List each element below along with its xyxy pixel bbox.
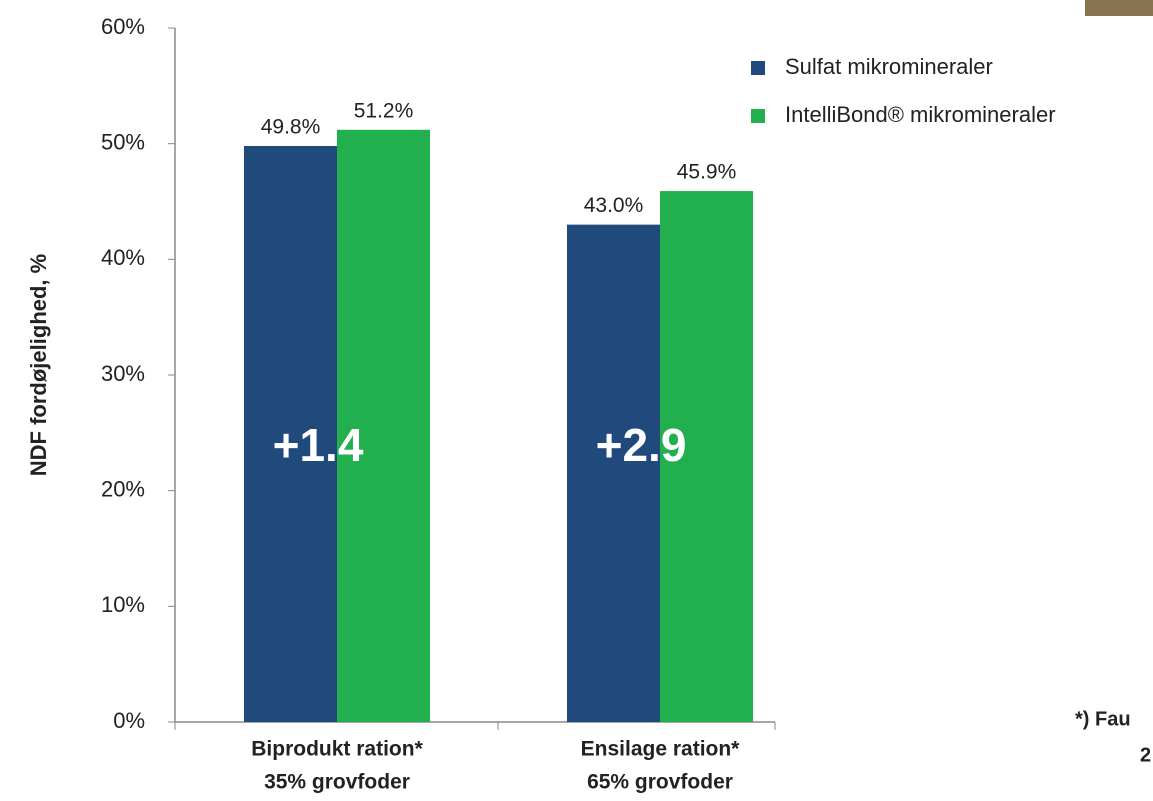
footnote: *) Fau bbox=[1075, 708, 1131, 730]
legend-label: IntelliBond® mikromineraler bbox=[785, 102, 1056, 127]
bar bbox=[567, 224, 660, 722]
x-tick-label: 65% grovfoder bbox=[587, 771, 733, 794]
legend-label: Sulfat mikromineraler bbox=[785, 54, 993, 79]
y-tick-label: 40% bbox=[101, 245, 145, 270]
legend-swatch bbox=[751, 61, 765, 75]
y-tick-label: 50% bbox=[101, 129, 145, 154]
y-tick-label: 30% bbox=[101, 361, 145, 386]
footnote: 2 bbox=[1140, 744, 1151, 766]
annotation: +1.4 bbox=[273, 419, 364, 471]
y-tick-label: 60% bbox=[101, 14, 145, 39]
photo-fragment bbox=[1085, 0, 1153, 16]
y-tick-label: 0% bbox=[113, 708, 145, 733]
bar bbox=[337, 129, 430, 722]
value-label: 49.8% bbox=[261, 116, 321, 139]
bar bbox=[244, 145, 337, 723]
value-label: 43.0% bbox=[584, 194, 644, 217]
x-tick-label: Ensilage ration* bbox=[581, 738, 741, 761]
y-axis-title: NDF fordøjelighed, % bbox=[26, 254, 51, 476]
annotation: +2.9 bbox=[596, 419, 687, 471]
y-tick-label: 20% bbox=[101, 476, 145, 501]
x-tick-label: Biprodukt ration* bbox=[251, 738, 423, 761]
y-tick-label: 10% bbox=[101, 592, 145, 617]
bar bbox=[660, 191, 753, 723]
legend-swatch bbox=[751, 109, 765, 123]
value-label: 45.9% bbox=[677, 161, 737, 184]
x-tick-label: 35% grovfoder bbox=[264, 771, 410, 794]
value-label: 51.2% bbox=[354, 99, 414, 122]
